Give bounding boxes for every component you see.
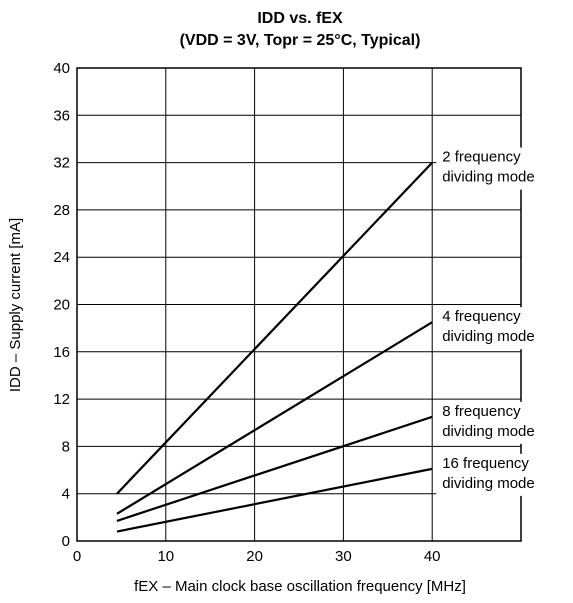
series-layer (116, 161, 433, 533)
grid (77, 68, 521, 541)
y-tick-label: 20 (53, 297, 70, 314)
label-backdrop (436, 453, 561, 496)
plot-frame (76, 67, 522, 542)
y-axis-label: IDD – Supply current [mA] (7, 218, 24, 392)
y-tick-label: 4 (62, 486, 70, 503)
series-label: dividing mode (442, 475, 535, 492)
x-tick-label: 30 (335, 548, 352, 565)
chart-subtitle: (VDD = 3V, Topr = 25°C, Typical) (180, 32, 421, 49)
y-tick-label: 40 (53, 60, 70, 77)
series-label: dividing mode (442, 328, 535, 345)
y-tick-label: 16 (53, 344, 70, 361)
annotation-layer: 2 frequency dividing mode 4 frequency divid… (436, 147, 561, 496)
y-tick-label: 36 (53, 107, 70, 124)
y-tick-label: 28 (53, 202, 70, 219)
series-label: dividing mode (442, 423, 535, 440)
chart-title: IDD vs. fEX (257, 10, 343, 27)
series-line (116, 161, 433, 495)
series-label: 16 frequency (442, 455, 529, 472)
y-tick-label: 24 (53, 249, 70, 266)
label-backdrop (436, 401, 561, 444)
series-label: dividing mode (442, 169, 535, 186)
y-tick-label: 0 (62, 533, 70, 550)
x-tick-label: 0 (73, 548, 81, 565)
series-line (116, 415, 433, 522)
label-backdrop (436, 307, 561, 350)
series-label: 8 frequency (442, 403, 521, 420)
x-tick-label: 10 (157, 548, 174, 565)
x-axis-label: fEX – Main clock base oscillation freque… (134, 578, 466, 595)
series-line (116, 467, 433, 533)
y-tick-label: 32 (53, 155, 70, 172)
x-tick-label: 20 (246, 548, 263, 565)
x-tick-label: 40 (424, 548, 441, 565)
x-tick-labels: 0 10 20 30 40 (73, 548, 441, 565)
series-label: 4 frequency (442, 308, 521, 325)
series-label: 2 frequency (442, 149, 521, 166)
label-backdrop (436, 147, 561, 190)
series-line (116, 321, 433, 515)
y-tick-label: 8 (62, 438, 70, 455)
y-tick-labels: 0 4 8 12 16 20 24 28 32 36 40 (53, 60, 70, 550)
y-tick-label: 12 (53, 391, 70, 408)
